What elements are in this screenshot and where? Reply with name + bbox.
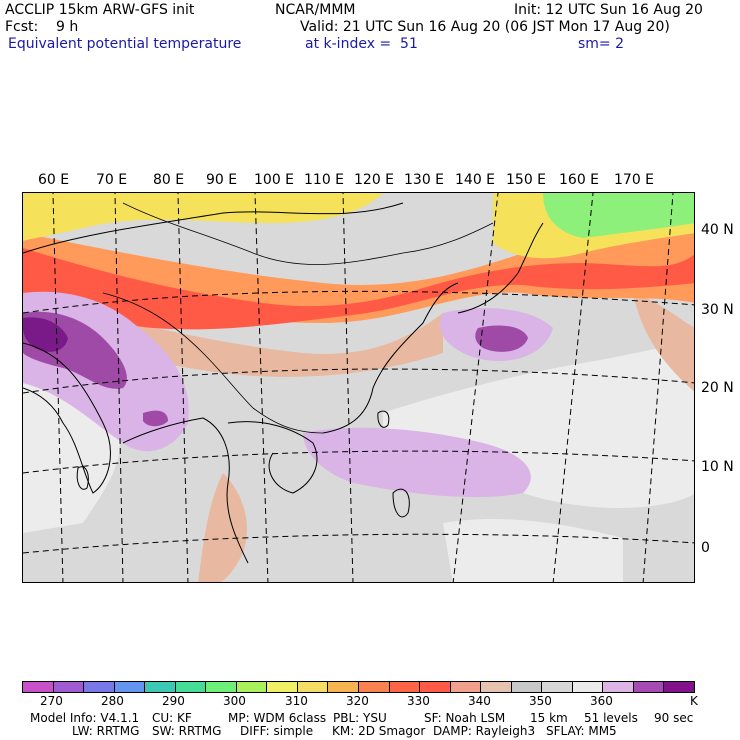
colorbar-swatch: [450, 682, 482, 692]
colorbar-label: 340: [468, 694, 491, 708]
warm-band-region: [23, 248, 694, 330]
colorbar-swatch: [328, 682, 360, 692]
colorbar-unit: K: [690, 694, 698, 708]
init-time: Init: 12 UTC Sun 16 Aug 20: [514, 2, 703, 18]
light-gray-region: [23, 353, 120, 533]
map-canvas: [23, 193, 694, 582]
field-name: Equivalent potential temperature: [8, 36, 242, 52]
footer-sflay: SFLAY: MM5: [546, 724, 617, 738]
lon-label: 150 E: [506, 172, 547, 188]
lon-label: 110 E: [304, 172, 345, 188]
lon-label: 170 E: [614, 172, 655, 188]
colorbar-swatch: [206, 682, 237, 692]
colorbar-label: 280: [101, 694, 124, 708]
tan-region: [23, 303, 443, 377]
lon-label: 90 E: [206, 172, 238, 188]
colorbar-swatch: [267, 682, 298, 692]
lat-label: 20 N: [701, 380, 734, 396]
colorbar-swatch: [572, 682, 604, 692]
colorbar-swatch: [175, 682, 207, 692]
colorbar-label: 270: [40, 694, 63, 708]
lon-label: 160 E: [559, 172, 600, 188]
map-panel: [22, 192, 695, 583]
footer-timestep: 90 sec: [654, 711, 694, 725]
footer-km: KM: 2D Smagor: [332, 724, 426, 738]
valid-time: Valid: 21 UTC Sun 16 Aug 20 (06 JST Mon …: [300, 19, 670, 35]
colorbar-swatch: [145, 682, 176, 692]
colorbar-label: 330: [407, 694, 430, 708]
colorbar-swatch: [511, 682, 543, 692]
colorbar-swatch: [297, 682, 329, 692]
coastlines: [23, 202, 544, 564]
lon-label: 140 E: [455, 172, 496, 188]
lat-label: 10 N: [701, 459, 734, 475]
colorbar-swatch: [603, 682, 634, 692]
footer-diff: DIFF: simple: [240, 724, 314, 738]
colorbar-swatch: [114, 682, 146, 692]
level-index: at k-index = 51: [305, 36, 418, 52]
colorbar-label: 360: [590, 694, 613, 708]
colorbar-swatch: [84, 682, 115, 692]
footer-pbl: PBL: YSU: [333, 711, 387, 725]
footer-mp: MP: WDM 6class: [228, 711, 327, 725]
footer-resolution: 15 km: [530, 711, 568, 725]
yellow-region: [23, 193, 383, 241]
colorbar-label: 290: [162, 694, 185, 708]
lon-label: 80 E: [153, 172, 185, 188]
footer-sw: SW: RRTMG: [152, 724, 222, 738]
colorbar-label: 350: [529, 694, 552, 708]
footer-levels: 51 levels: [584, 711, 638, 725]
colorbar-swatch: [633, 682, 665, 692]
lat-label: 0: [701, 540, 710, 556]
footer-lw: LW: RRTMG: [72, 724, 140, 738]
purple-region: [143, 410, 168, 427]
purple-region: [475, 325, 528, 352]
colorbar-swatch: [53, 682, 85, 692]
colorbar-label: 310: [285, 694, 308, 708]
green-region: [543, 193, 694, 238]
colorbar-swatch: [23, 682, 54, 692]
forecast-hour: Fcst: 9 h: [5, 19, 79, 35]
lat-label: 30 N: [701, 302, 734, 318]
borders: [102, 202, 494, 434]
institution-label: NCAR/MMM: [275, 2, 356, 18]
lon-label: 120 E: [354, 172, 395, 188]
graticule: [23, 193, 694, 582]
colorbar-swatch: [664, 682, 695, 692]
tan-region: [198, 473, 247, 582]
model-title: ACCLIP 15km ARW-GFS init: [5, 2, 195, 18]
colorbar-swatch: [359, 682, 390, 692]
colorbar-swatch: [481, 682, 512, 692]
footer-model-info: Model Info: V4.1.1: [30, 711, 140, 725]
colorbar-label: 320: [346, 694, 369, 708]
lon-label: 60 E: [38, 172, 70, 188]
lon-label: 70 E: [96, 172, 128, 188]
lon-label: 100 E: [254, 172, 295, 188]
footer-sf: SF: Noah LSM: [424, 711, 506, 725]
light-gray-region: [443, 518, 623, 582]
colorbar-swatch: [236, 682, 268, 692]
lilac-region: [303, 427, 531, 498]
lon-label: 130 E: [404, 172, 445, 188]
colorbar-label: 300: [223, 694, 246, 708]
tan-region: [633, 293, 694, 392]
colorbar-swatch: [389, 682, 421, 692]
colorbar-swatch: [542, 682, 573, 692]
lat-label: 40 N: [701, 222, 734, 238]
smoothing-label: sm= 2: [578, 36, 625, 52]
colorbar: [22, 681, 695, 693]
footer-damp: DAMP: Rayleigh3: [433, 724, 536, 738]
colorbar-swatch: [420, 682, 451, 692]
footer-cu: CU: KF: [152, 711, 192, 725]
